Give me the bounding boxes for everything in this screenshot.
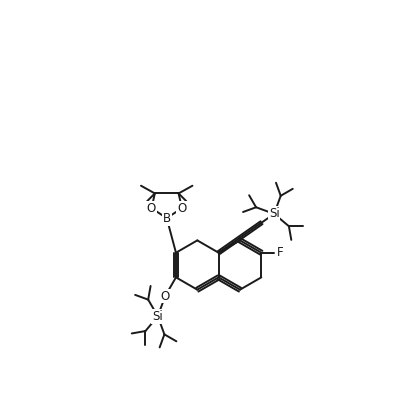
Text: O: O [160,290,170,302]
Text: F: F [276,246,283,259]
Text: Si: Si [152,310,163,323]
Text: B: B [163,212,171,225]
Text: O: O [177,202,186,215]
Text: Si: Si [269,207,280,220]
Text: O: O [147,202,156,215]
